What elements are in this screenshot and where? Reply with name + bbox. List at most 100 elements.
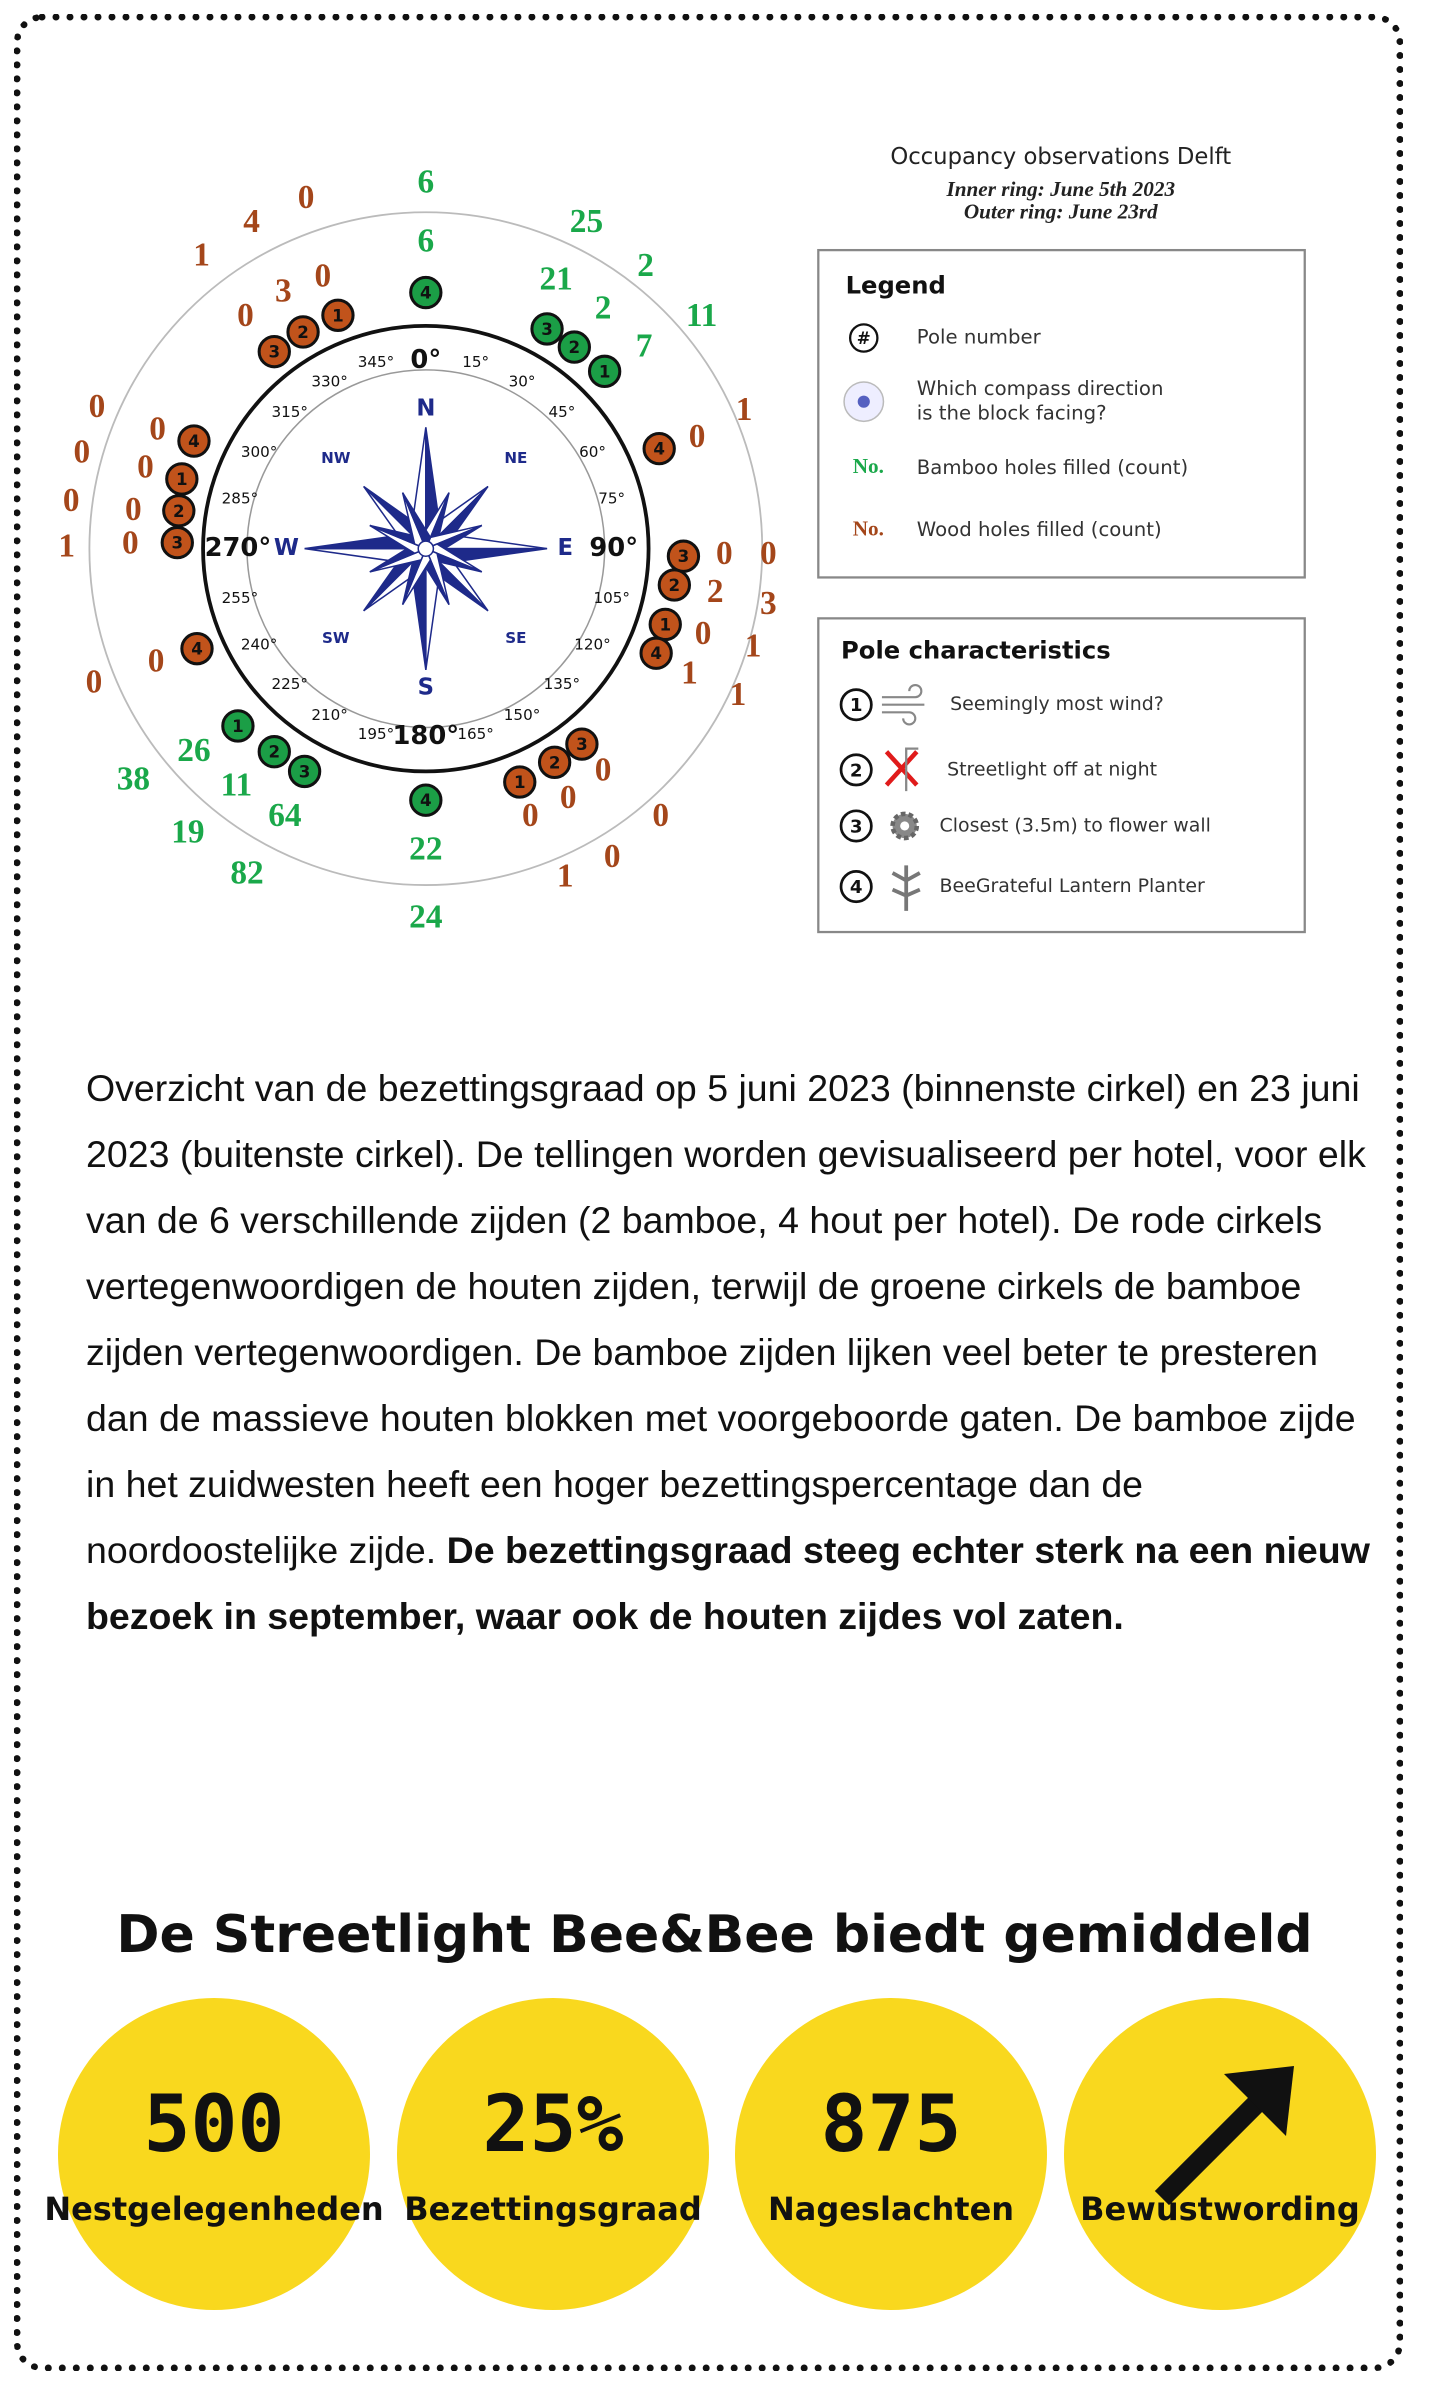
degree-label: 165° [457,725,493,743]
degree-label: 180° [393,721,460,751]
figure-title: Occupancy observations Delft [890,144,1231,170]
arrow [1169,2091,1269,2191]
direction-label: NE [504,449,527,467]
count-label: 1 [745,627,762,664]
count-label: 0 [314,258,331,295]
pole-number: 2 [569,338,581,357]
count-label: 4 [243,203,260,240]
pole-char-number: 3 [850,816,863,837]
pole-box-title: Pole characteristics [841,636,1111,665]
degree-label: 210° [311,706,347,724]
degree-label: 75° [598,489,625,507]
count-label: 19 [171,814,204,851]
count-label: 0 [298,179,315,216]
count-label: 0 [237,297,254,334]
pole-number: 1 [659,615,671,634]
degree-label: 60° [579,443,606,461]
count-label: 2 [595,289,612,326]
count-label: 0 [73,433,90,470]
stat-label: Nestgelegenheden [38,2190,390,2228]
pole-number: 4 [650,644,662,663]
count-label: 21 [539,261,572,298]
direction-label: SE [505,629,526,647]
count-label: 1 [557,858,574,895]
count-label: 0 [716,535,733,572]
stat-value: 875 [735,2080,1047,2170]
degree-label: 15° [462,353,489,371]
count-label: 0 [125,491,142,528]
degree-label: 345° [358,353,394,371]
count-label: 11 [686,297,718,334]
count-label: 24 [409,899,443,936]
pole-number: 3 [541,320,553,339]
degree-label: 150° [504,706,540,724]
stat-circle: Bewustwording [1064,1998,1376,2310]
legend-text: Pole number [917,326,1042,349]
count-label: 38 [117,761,150,798]
count-label: 11 [221,767,253,804]
figure-subtitle: Inner ring: June 5th 2023 [945,177,1175,201]
pole-number: 4 [420,791,432,810]
description: Overzicht van de bezettingsgraad op 5 ju… [86,1055,1386,1649]
legend-symbol: No. [853,516,884,540]
pole-number: 1 [232,717,244,736]
degree-label: 120° [574,635,610,653]
count-label: 0 [137,449,154,486]
legend-symbol: No. [853,454,884,478]
pole-char-text: Seemingly most wind? [950,693,1164,715]
pole-number: 4 [188,432,200,451]
direction-label: SW [322,629,350,647]
page: 0°15°30°45°60°75°90°105°120°135°150°165°… [0,0,1429,2385]
count-label: 0 [695,615,712,652]
pole-char-text: BeeGrateful Lantern Planter [940,875,1205,897]
stat-label: Bewustwording [1044,2190,1396,2228]
arrow-icon [1064,1998,1376,2310]
count-label: 0 [63,482,80,519]
count-label: 0 [89,388,106,425]
degree-label: 270° [205,533,272,563]
count-label: 3 [275,273,292,310]
count-label: 0 [86,664,103,701]
count-label: 2 [707,573,724,610]
degree-label: 30° [509,372,536,390]
pole-char-text: Closest (3.5m) to flower wall [940,814,1211,836]
degree-label: 105° [593,589,629,607]
degree-label: 300° [241,443,277,461]
stat-circle: 875Nageslachten [735,1998,1047,2310]
rose-center [418,541,433,556]
pole-number: 1 [332,306,344,325]
degree-label: 45° [548,403,575,421]
count-label: 0 [652,797,669,834]
count-label: 0 [122,524,139,561]
pole-number: 3 [299,762,311,781]
count-label: 0 [604,838,621,875]
count-label: 1 [193,236,210,273]
degree-label: 225° [271,675,307,693]
stat-value: 25% [397,2080,709,2170]
degree-label: 135° [544,675,580,693]
pole-number: 2 [669,576,681,595]
count-label: 7 [636,327,653,364]
degree-label: 315° [271,403,307,421]
count-label: 6 [417,164,434,201]
legend-symbol: # [857,329,871,348]
figure-subtitle: Outer ring: June 23rd [964,200,1158,224]
stat-label: Nageslachten [715,2190,1067,2228]
direction-label: E [557,535,573,561]
description-text: Overzicht van de bezettingsgraad op 5 ju… [86,1067,1366,1571]
count-label: 0 [148,642,165,679]
pole-number: 1 [514,773,526,792]
count-label: 1 [58,527,75,564]
direction-label: W [274,535,299,561]
count-label: 25 [570,203,603,240]
count-label: 0 [760,535,777,572]
count-label: 0 [560,779,577,816]
stat-circle: 25%Bezettingsgraad [397,1998,709,2310]
stats-heading: De Streetlight Bee&Bee biedt gemiddeld [0,1905,1429,1965]
legend-text: Bamboo holes filled (count) [917,456,1188,479]
degree-label: 0° [410,345,441,375]
pole-number: 4 [191,640,203,659]
pole-number: 3 [172,534,184,553]
legend-text: Which compass direction [917,377,1164,400]
count-label: 64 [268,797,302,834]
